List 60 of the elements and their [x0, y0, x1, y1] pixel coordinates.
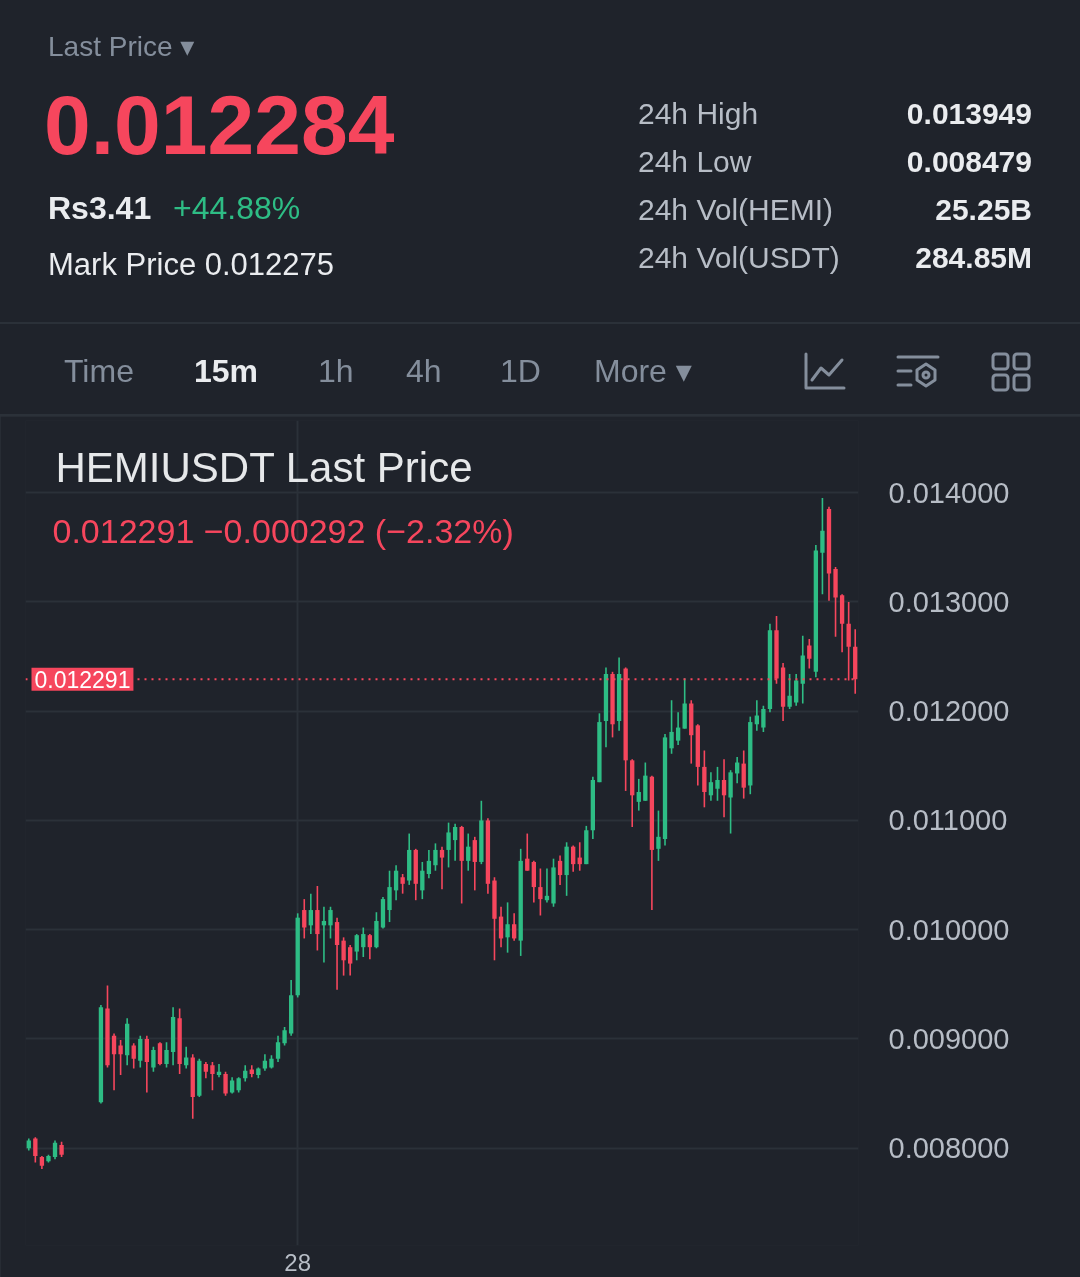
text: Time [64, 352, 134, 390]
text: 1D [500, 352, 541, 390]
candlestick [223, 1070, 228, 1097]
candlestick [833, 566, 838, 638]
candlestick [820, 497, 825, 596]
text: 24h High [638, 96, 759, 132]
y-tick-label: 0.013000 [888, 585, 1010, 618]
text: 0.008479 [906, 144, 1032, 180]
ref-line-label: 0.012291 [34, 666, 131, 693]
x-tick-label: 28 [284, 1248, 312, 1276]
candlestick [446, 821, 451, 869]
text: 25.25B [935, 192, 1032, 228]
text: +44.88% [173, 189, 301, 227]
candlestick [669, 699, 674, 755]
candlestick [315, 885, 320, 952]
candlestick [551, 857, 556, 908]
text: 1h [318, 352, 354, 390]
candlestick [282, 1026, 287, 1047]
candlestick [387, 869, 392, 923]
candlestick [164, 1041, 169, 1069]
text: 284.85M [915, 240, 1032, 276]
candlestick [597, 712, 602, 783]
candlestick [715, 766, 720, 802]
candlestick [505, 901, 510, 954]
candlestick [33, 1136, 38, 1164]
candlestick [761, 704, 766, 733]
candlestick [210, 1061, 215, 1092]
candlestick [656, 809, 661, 862]
candlestick [400, 873, 405, 895]
text: 15m [194, 352, 259, 390]
text: Rs3.41 [48, 189, 152, 227]
candlestick [702, 749, 707, 809]
candlestick [328, 905, 333, 940]
candlestick [177, 1007, 182, 1075]
candlestick [479, 799, 484, 865]
y-tick-label: 0.011000 [888, 804, 1008, 837]
candlestick [492, 876, 497, 962]
y-tick-label: 0.012000 [888, 695, 1010, 728]
text: 0.013949 [906, 96, 1032, 132]
candlestick [728, 769, 733, 835]
text: 24h Vol(HEMI) [638, 192, 834, 228]
text: Last Price ▾ [48, 30, 195, 64]
text: Mark Price 0.012275 [48, 247, 335, 283]
candlestick [787, 673, 792, 710]
text: More ▾ [594, 352, 692, 390]
y-tick-label: 0.010000 [888, 913, 1010, 946]
candlestick [433, 842, 438, 872]
text: 24h Vol(USDT) [638, 240, 840, 276]
text: HEMIUSDT Last Price [55, 444, 473, 491]
text: 4h [406, 352, 442, 390]
y-tick-label: 0.009000 [888, 1022, 1010, 1055]
candlestick [564, 841, 569, 897]
text: 0.012291 −0.000292 (−2.32%) [52, 511, 514, 550]
text: 0.012284 [44, 76, 395, 174]
y-tick-label: 0.008000 [888, 1132, 1010, 1165]
text: 24h Low [638, 144, 752, 180]
candlestick [538, 867, 543, 917]
candlestick [374, 911, 379, 950]
candlestick [105, 984, 110, 1069]
y-tick-label: 0.014000 [888, 476, 1010, 509]
